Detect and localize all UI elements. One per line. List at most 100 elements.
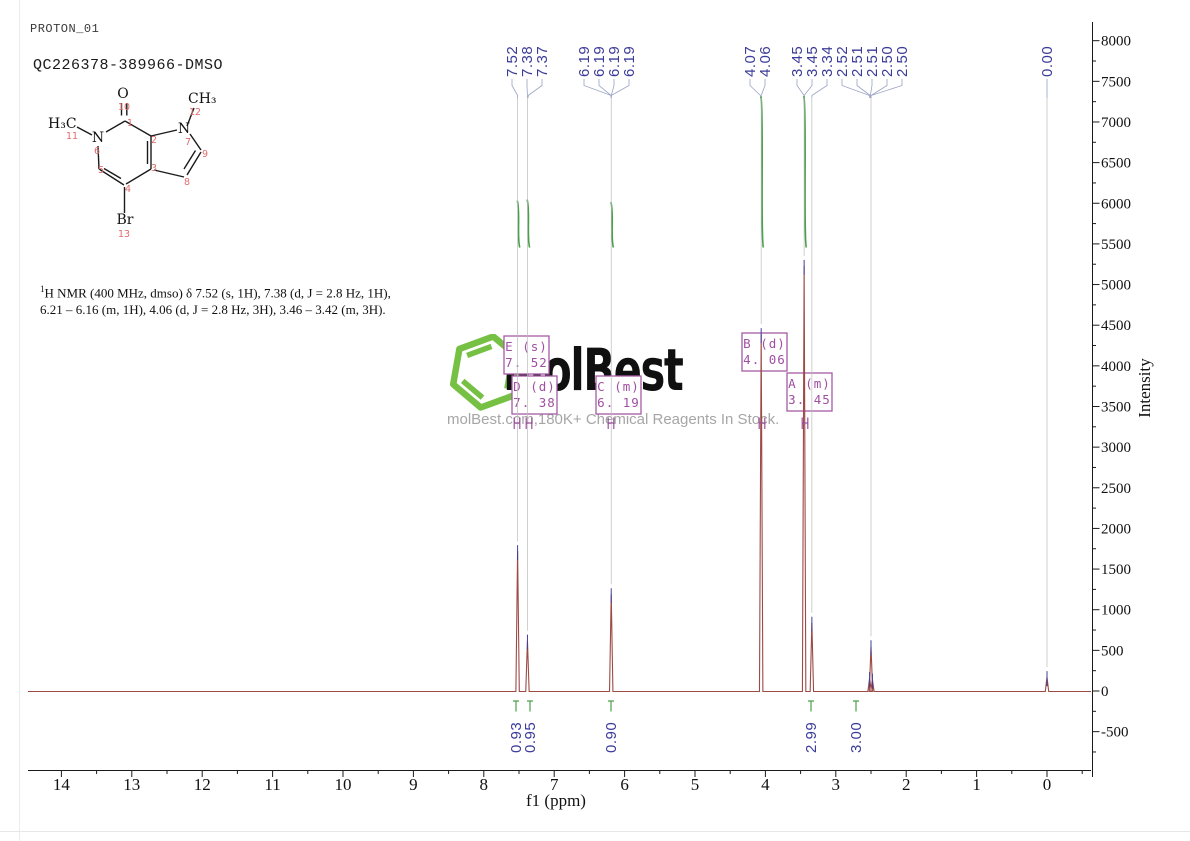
- y-axis-title: Intensity: [1135, 358, 1154, 418]
- svg-text:3000: 3000: [1101, 440, 1131, 456]
- svg-text:7.52: 7.52: [504, 46, 521, 77]
- atom-N6: N: [92, 130, 104, 146]
- svg-text:6: 6: [94, 146, 100, 157]
- svg-text:0.93: 0.93: [508, 722, 525, 753]
- molecule-structure: O CH₃ H₃C N N Br 10 12 11 6 7 13 1 2 3 4…: [48, 86, 217, 240]
- nmr-summary-line2: 6.21 – 6.16 (m, 1H), 4.06 (d, J = 2.8 Hz…: [40, 301, 386, 317]
- atom-H3C-left: H₃C: [48, 116, 77, 132]
- svg-text:7.37: 7.37: [534, 46, 551, 77]
- svg-text:10: 10: [335, 775, 352, 794]
- x-axis-title: f1 (ppm): [526, 791, 586, 810]
- nmr-summary-line1: 1H NMR (400 MHz, dmso) δ 7.52 (s, 1H), 7…: [40, 284, 391, 301]
- nmr-summary-text: 1H NMR (400 MHz, dmso) δ 7.52 (s, 1H), 7…: [40, 281, 440, 318]
- svg-text:12: 12: [194, 775, 211, 794]
- integration-values: 0.930.95 0.90 2.99 3.00: [508, 700, 865, 753]
- svg-text:2500: 2500: [1101, 481, 1131, 497]
- svg-text:B (d): B (d): [743, 336, 786, 351]
- svg-text:6.19: 6.19: [621, 46, 638, 77]
- svg-text:8: 8: [184, 177, 190, 188]
- svg-text:2.51: 2.51: [849, 46, 866, 77]
- svg-text:3500: 3500: [1101, 399, 1131, 415]
- y-axis: 8000750070006500600055005000450040003500…: [1092, 22, 1154, 777]
- svg-text:3.45: 3.45: [804, 46, 821, 77]
- svg-text:13: 13: [123, 775, 140, 794]
- svg-text:8: 8: [480, 775, 489, 794]
- svg-text:5000: 5000: [1101, 278, 1131, 294]
- svg-text:3.00: 3.00: [848, 722, 865, 753]
- page-edge-bottom: [0, 831, 1190, 832]
- svg-text:1000: 1000: [1101, 603, 1131, 619]
- svg-text:6: 6: [620, 775, 629, 794]
- svg-text:2.52: 2.52: [834, 46, 851, 77]
- atom-CH3-right: CH₃: [188, 91, 217, 107]
- svg-text:E (s): E (s): [505, 339, 548, 354]
- molecule-bonds: [76, 103, 202, 213]
- svg-text:6.19: 6.19: [591, 46, 608, 77]
- svg-text:9: 9: [409, 775, 418, 794]
- spectrum-line: [28, 265, 1091, 693]
- svg-text:6000: 6000: [1101, 196, 1131, 212]
- atom-N7: N: [178, 121, 190, 137]
- svg-text:0: 0: [1043, 775, 1052, 794]
- x-axis: 14 13 12 11 10 9 8 7 6 5 4 3 2 1 0f1 (ppm): [28, 770, 1091, 810]
- atom-Br: Br: [117, 212, 134, 228]
- svg-text:7. 52: 7. 52: [505, 355, 548, 370]
- svg-text:2: 2: [151, 135, 157, 146]
- page-edge-left: [19, 0, 20, 841]
- svg-text:2.50: 2.50: [894, 46, 911, 77]
- svg-text:A (m): A (m): [788, 376, 831, 391]
- svg-text:1: 1: [972, 775, 981, 794]
- svg-text:3: 3: [151, 163, 157, 174]
- svg-text:6. 19: 6. 19: [597, 395, 640, 410]
- svg-text:1500: 1500: [1101, 562, 1131, 578]
- svg-text:5: 5: [691, 775, 700, 794]
- svg-text:6500: 6500: [1101, 156, 1131, 172]
- svg-text:10: 10: [118, 102, 130, 113]
- svg-text:2.99: 2.99: [803, 722, 820, 753]
- spectrum-trace: [28, 259, 1091, 693]
- svg-text:3.34: 3.34: [819, 46, 836, 77]
- svg-text:3.45: 3.45: [789, 46, 806, 77]
- svg-text:7500: 7500: [1101, 74, 1131, 90]
- svg-text:6.19: 6.19: [606, 46, 623, 77]
- svg-text:2000: 2000: [1101, 521, 1131, 537]
- svg-text:1: 1: [127, 118, 133, 129]
- svg-text:7: 7: [550, 775, 559, 794]
- svg-text:4: 4: [761, 775, 770, 794]
- svg-text:2: 2: [902, 775, 911, 794]
- svg-text:4.06: 4.06: [757, 46, 774, 77]
- peak-pick-lines: [517, 98, 1048, 668]
- svg-text:500: 500: [1101, 643, 1124, 659]
- svg-text:0: 0: [1101, 684, 1109, 700]
- svg-text:3: 3: [832, 775, 841, 794]
- svg-text:12: 12: [189, 107, 201, 118]
- svg-text:7.38: 7.38: [519, 46, 536, 77]
- svg-text:4: 4: [125, 184, 131, 195]
- svg-text:4500: 4500: [1101, 318, 1131, 334]
- svg-text:11: 11: [264, 775, 280, 794]
- svg-text:-500: -500: [1101, 725, 1129, 741]
- svg-text:7000: 7000: [1101, 115, 1131, 131]
- svg-text:7. 38: 7. 38: [513, 395, 556, 410]
- svg-text:9: 9: [202, 149, 208, 160]
- svg-text:0.00: 0.00: [1039, 46, 1056, 77]
- svg-text:7: 7: [185, 137, 191, 148]
- molecule-atom-labels: O CH₃ H₃C N N Br: [48, 86, 217, 228]
- svg-text:6.19: 6.19: [576, 46, 593, 77]
- svg-text:8000: 8000: [1101, 34, 1131, 50]
- svg-text:14: 14: [53, 775, 71, 794]
- assignment-boxes: E (s)7. 52 D (d)7. 38 C (m)6. 19 B (d)4. 06…: [503, 332, 833, 415]
- svg-text:4. 06: 4. 06: [743, 352, 786, 367]
- experiment-name: PROTON_01: [30, 22, 100, 36]
- molecule-atom-numbers: 10 12 11 6 7 13 1 2 3 4 5 8 9: [66, 102, 208, 240]
- svg-text:2.51: 2.51: [864, 46, 881, 77]
- svg-text:0.90: 0.90: [603, 722, 620, 753]
- atom-O: O: [117, 86, 128, 102]
- svg-text:11: 11: [66, 131, 78, 142]
- svg-text:4000: 4000: [1101, 359, 1131, 375]
- svg-text:4.07: 4.07: [742, 46, 759, 77]
- svg-text:0.95: 0.95: [522, 722, 539, 753]
- svg-text:D (d): D (d): [513, 379, 556, 394]
